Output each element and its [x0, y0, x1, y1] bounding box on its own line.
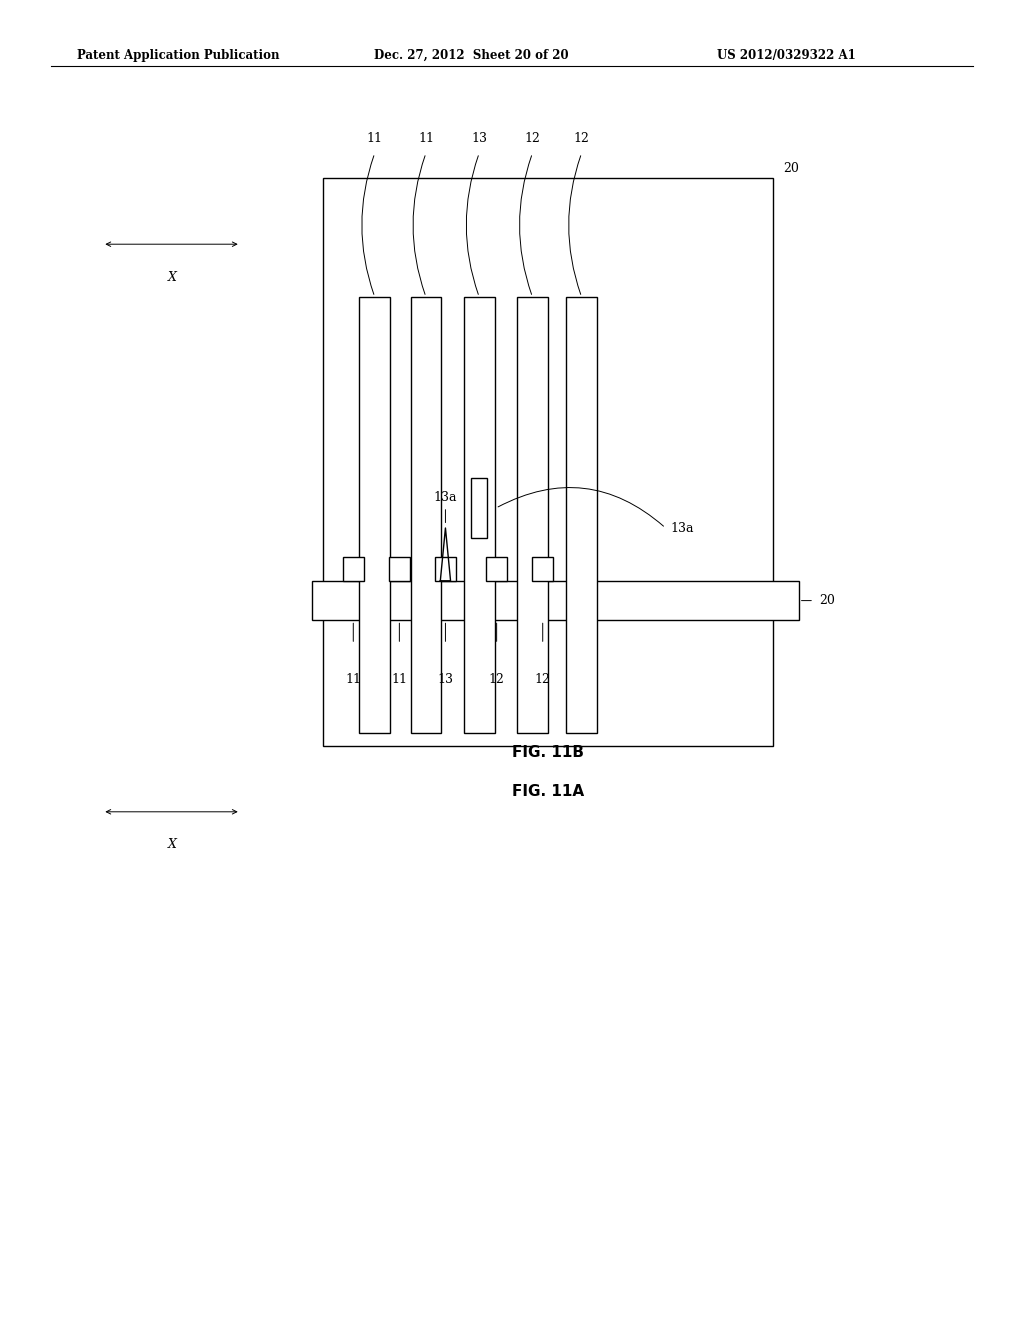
- Text: 11: 11: [367, 132, 383, 145]
- Bar: [517, 297, 548, 733]
- Bar: [312, 581, 799, 620]
- Bar: [411, 297, 441, 733]
- Text: US 2012/0329322 A1: US 2012/0329322 A1: [717, 49, 855, 62]
- Text: 12: 12: [573, 132, 590, 145]
- Bar: [566, 297, 597, 733]
- Text: FIG. 11A: FIG. 11A: [512, 784, 584, 800]
- Bar: [464, 297, 495, 733]
- Text: 13: 13: [437, 673, 454, 686]
- Bar: [486, 557, 507, 581]
- Text: 13a: 13a: [434, 491, 457, 504]
- Text: 20: 20: [783, 162, 800, 176]
- Text: 11: 11: [345, 673, 361, 686]
- Text: 20: 20: [819, 594, 836, 607]
- Bar: [532, 557, 553, 581]
- Bar: [343, 557, 364, 581]
- Text: Dec. 27, 2012  Sheet 20 of 20: Dec. 27, 2012 Sheet 20 of 20: [374, 49, 568, 62]
- Bar: [471, 478, 487, 539]
- Bar: [359, 297, 390, 733]
- Text: 13: 13: [471, 132, 487, 145]
- Text: 11: 11: [391, 673, 408, 686]
- Bar: [389, 557, 410, 581]
- Text: 12: 12: [535, 673, 551, 686]
- Text: 12: 12: [488, 673, 505, 686]
- Bar: [323, 178, 773, 746]
- Bar: [435, 557, 456, 581]
- Text: 13a: 13a: [671, 521, 694, 535]
- Text: FIG. 11B: FIG. 11B: [512, 744, 584, 760]
- Text: Patent Application Publication: Patent Application Publication: [77, 49, 280, 62]
- Text: X: X: [168, 838, 176, 851]
- Text: 11: 11: [418, 132, 434, 145]
- Text: X: X: [168, 271, 176, 284]
- Text: 12: 12: [524, 132, 541, 145]
